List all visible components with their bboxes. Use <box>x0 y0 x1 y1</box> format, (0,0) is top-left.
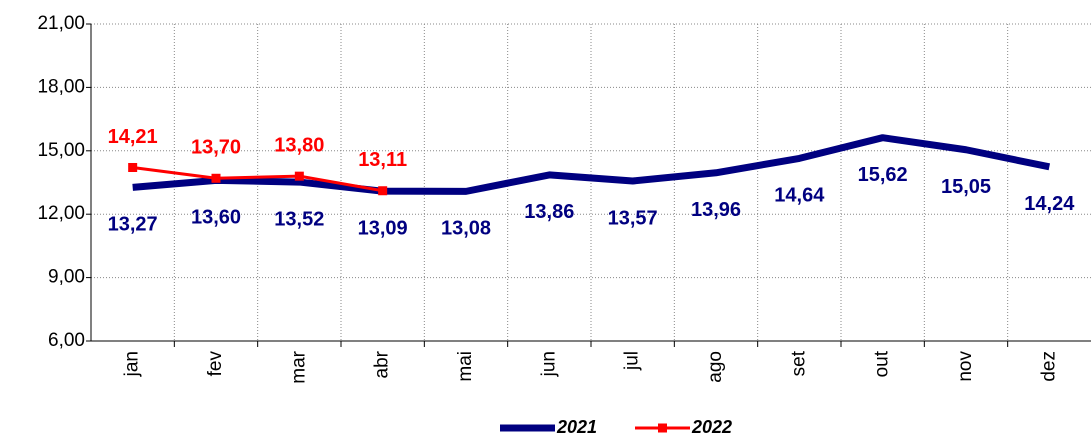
value-label: 14,64 <box>774 185 825 207</box>
value-label: 13,86 <box>524 201 574 223</box>
series-line <box>132 166 383 193</box>
series-line <box>132 134 1051 195</box>
y-tick-label: 21,00 <box>37 13 85 34</box>
x-tick-label: jun <box>538 351 559 377</box>
value-label: 13,08 <box>441 218 491 240</box>
x-tick-label: set <box>788 350 809 376</box>
value-label: 14,24 <box>1024 193 1075 215</box>
marker <box>211 173 221 183</box>
y-tick-label: 6,00 <box>48 330 85 351</box>
y-tick-label: 9,00 <box>48 267 85 288</box>
x-tick-label: fev <box>205 351 226 377</box>
value-label: 13,70 <box>191 137 241 159</box>
x-tick-label: ago <box>705 351 726 383</box>
x-tick-label: out <box>872 350 893 377</box>
marker <box>294 171 304 181</box>
value-label: 15,05 <box>941 176 991 198</box>
value-label: 14,21 <box>108 126 158 148</box>
value-label: 13,11 <box>358 149 407 171</box>
x-tick-label: jul <box>622 351 643 371</box>
value-label: 13,80 <box>274 134 324 156</box>
marker <box>378 186 388 196</box>
x-tick-label: mar <box>288 350 309 383</box>
y-tick-label: 12,00 <box>37 203 85 224</box>
x-tick-label: mai <box>455 351 476 382</box>
x-tick-label: nov <box>955 351 976 382</box>
x-tick-label: abr <box>372 350 393 378</box>
value-label: 13,09 <box>358 217 408 239</box>
legend-marker <box>658 423 667 433</box>
y-tick-label: 15,00 <box>37 140 85 161</box>
value-label: 13,60 <box>191 207 241 229</box>
value-label: 13,57 <box>608 207 658 229</box>
value-label: 13,96 <box>691 199 741 221</box>
value-label: 15,62 <box>858 164 908 186</box>
value-label: 13,27 <box>108 214 158 236</box>
marker <box>128 162 138 172</box>
value-label: 13,52 <box>274 208 324 230</box>
legend-label: 2022 <box>691 417 732 437</box>
legend-label: 2021 <box>556 417 597 437</box>
x-tick-label: jan <box>122 351 143 377</box>
x-tick-label: dez <box>1038 351 1059 382</box>
y-tick-label: 18,00 <box>37 76 85 97</box>
